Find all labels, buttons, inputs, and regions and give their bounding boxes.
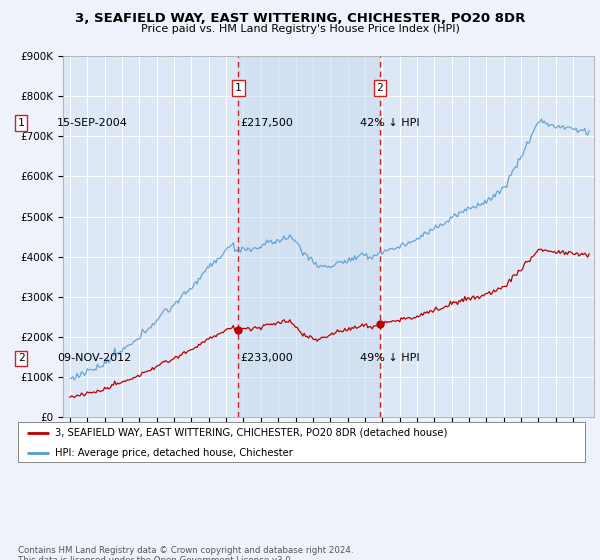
- Text: £233,000: £233,000: [240, 353, 293, 363]
- Text: HPI: Average price, detached house, Chichester: HPI: Average price, detached house, Chic…: [55, 448, 293, 458]
- Text: Contains HM Land Registry data © Crown copyright and database right 2024.
This d: Contains HM Land Registry data © Crown c…: [18, 546, 353, 560]
- Text: 3, SEAFIELD WAY, EAST WITTERING, CHICHESTER, PO20 8DR (detached house): 3, SEAFIELD WAY, EAST WITTERING, CHICHES…: [55, 428, 447, 438]
- Text: 49% ↓ HPI: 49% ↓ HPI: [360, 353, 419, 363]
- Text: £217,500: £217,500: [240, 118, 293, 128]
- Text: 42% ↓ HPI: 42% ↓ HPI: [360, 118, 419, 128]
- Text: 09-NOV-2012: 09-NOV-2012: [57, 353, 131, 363]
- Text: 2: 2: [17, 353, 25, 363]
- Text: Price paid vs. HM Land Registry's House Price Index (HPI): Price paid vs. HM Land Registry's House …: [140, 24, 460, 34]
- Bar: [238, 56, 380, 417]
- Text: 3, SEAFIELD WAY, EAST WITTERING, CHICHESTER, PO20 8DR: 3, SEAFIELD WAY, EAST WITTERING, CHICHES…: [75, 12, 525, 25]
- Text: 1: 1: [235, 83, 242, 93]
- Text: 2: 2: [376, 83, 383, 93]
- Text: 15-SEP-2004: 15-SEP-2004: [57, 118, 128, 128]
- Text: 1: 1: [17, 118, 25, 128]
